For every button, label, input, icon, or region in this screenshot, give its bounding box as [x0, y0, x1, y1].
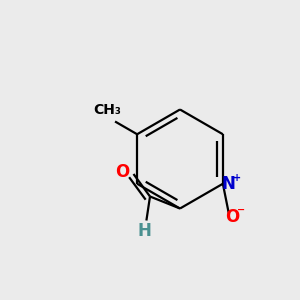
Text: H: H	[138, 222, 152, 240]
Text: CH₃: CH₃	[94, 103, 122, 117]
Text: O: O	[115, 163, 129, 181]
Text: −: −	[237, 205, 245, 215]
Text: N: N	[222, 175, 236, 193]
Text: +: +	[233, 173, 241, 183]
Text: O: O	[225, 208, 240, 226]
